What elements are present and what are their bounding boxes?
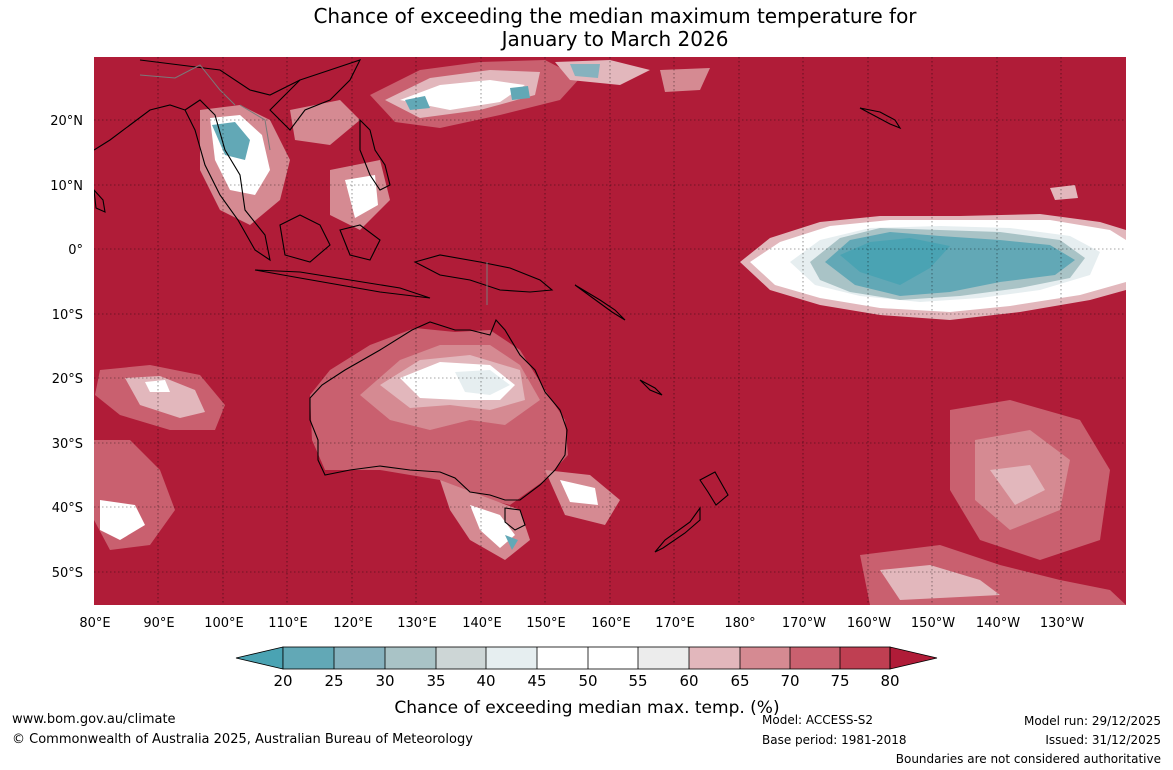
lon-label: 160°W <box>847 616 891 631</box>
probability-field <box>94 57 1126 605</box>
colorbar-label: Chance of exceeding median max. temp. (%… <box>394 698 779 718</box>
colorbar-tick: 65 <box>730 672 749 690</box>
lon-label: 130°E <box>397 616 437 631</box>
lon-label: 150°E <box>526 616 566 631</box>
colorbar-segment <box>486 647 537 669</box>
lat-label: 10°S <box>52 308 83 323</box>
colorbar-segment <box>283 647 334 669</box>
colorbar-segment <box>790 647 840 669</box>
lon-label: 160°E <box>591 616 631 631</box>
lon-label: 140°W <box>976 616 1020 631</box>
colorbar-segment <box>334 647 385 669</box>
colorbar-tick: 40 <box>476 672 495 690</box>
colorbar-tick: 35 <box>426 672 445 690</box>
copyright-text: © Commonwealth of Australia 2025, Austra… <box>12 732 473 747</box>
colorbar-segment <box>537 647 588 669</box>
lon-label: 170°E <box>655 616 695 631</box>
colorbar-segment <box>436 647 486 669</box>
colorbar-segment <box>385 647 436 669</box>
colorbar-tick: 55 <box>628 672 647 690</box>
colorbar-segment <box>638 647 689 669</box>
lon-label: 90°E <box>143 616 174 631</box>
lat-label: 10°N <box>50 179 83 194</box>
colorbar-low-extension <box>235 646 284 670</box>
colorbar-tick: 25 <box>324 672 343 690</box>
longitude-labels: 80°E 90°E 100°E 110°E 120°E 130°E 140°E … <box>79 616 1084 631</box>
lat-label: 0° <box>68 243 83 258</box>
map-title-line-1: Chance of exceeding the median maximum t… <box>313 4 917 28</box>
colorbar-tick: 60 <box>679 672 698 690</box>
colorbar-segment <box>740 647 790 669</box>
coastlines <box>94 59 902 553</box>
lon-label: 140°E <box>462 616 502 631</box>
borders <box>139 64 488 305</box>
colorbar-segment <box>588 647 638 669</box>
lat-label: 20°S <box>52 372 83 387</box>
lon-label: 110°E <box>268 616 308 631</box>
colorbar-tick: 70 <box>780 672 799 690</box>
lon-label: 100°E <box>204 616 244 631</box>
boundaries-disclaimer: Boundaries are not considered authoritat… <box>895 752 1161 766</box>
base-period: Base period: 1981-2018 <box>762 733 907 747</box>
colorbar-tick: 20 <box>273 672 292 690</box>
colorbar-segment <box>840 647 890 669</box>
colorbar: 20 25 30 35 40 45 50 55 60 65 70 75 80 C… <box>235 646 938 718</box>
colorbar-tick: 30 <box>375 672 394 690</box>
lat-label: 50°S <box>52 566 83 581</box>
lon-label: 180° <box>724 616 755 631</box>
lon-label: 150°W <box>911 616 955 631</box>
lat-label: 30°S <box>52 437 83 452</box>
lon-label: 80°E <box>79 616 110 631</box>
lon-label: 130°W <box>1040 616 1084 631</box>
colorbar-high-extension <box>889 646 938 670</box>
website-link[interactable]: www.bom.gov.au/climate <box>12 712 176 727</box>
lon-label: 120°E <box>333 616 373 631</box>
colorbar-tick: 50 <box>578 672 597 690</box>
model-name: Model: ACCESS-S2 <box>762 713 874 727</box>
colorbar-tick: 45 <box>527 672 546 690</box>
graticule <box>94 57 1126 605</box>
colorbar-tick: 80 <box>880 672 899 690</box>
map-title-line-2: January to March 2026 <box>501 27 729 51</box>
colorbar-tick: 75 <box>830 672 849 690</box>
latitude-labels: 20°N 10°N 0° 10°S 20°S 30°S 40°S 50°S <box>50 114 83 581</box>
model-run-date: Model run: 29/12/2025 <box>1023 714 1161 728</box>
lon-label: 170°W <box>782 616 826 631</box>
lat-label: 20°N <box>50 114 83 129</box>
lat-label: 40°S <box>52 501 83 516</box>
issued-date: Issued: 31/12/2025 <box>1045 733 1161 747</box>
colorbar-segment <box>689 647 740 669</box>
